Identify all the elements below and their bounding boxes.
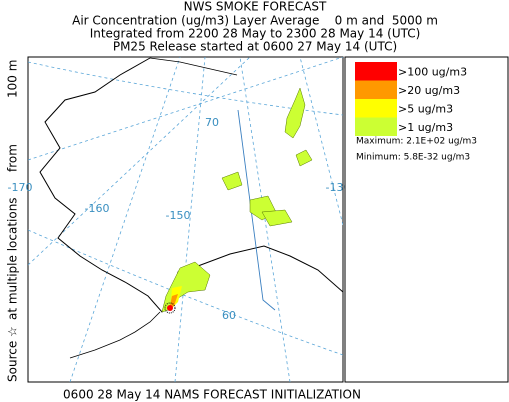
grid-line — [28, 57, 251, 266]
footer: 0600 28 May 14 NAMS FORECAST INITIALIZAT… — [63, 388, 361, 402]
legend-label: >20 ug/m3 — [398, 84, 460, 97]
side-label-part: 100 m — [6, 60, 20, 98]
coastline — [69, 311, 161, 359]
legend-swatch — [355, 62, 397, 81]
smoke-plume — [284, 87, 306, 139]
legend: >100 ug/m3 >20 ug/m3 >5 ug/m3 >1 ug/m3 — [355, 62, 467, 136]
grid-line — [299, 57, 343, 226]
grid-label: -130 — [326, 181, 351, 194]
legend-swatch — [355, 80, 397, 99]
map-content: 70 -170 -160 -150 -130 60 — [8, 57, 351, 382]
legend-minimum: Minimum: 5.8E-32 ug/m3 — [356, 153, 470, 163]
grid-line — [239, 57, 291, 382]
side-label-part: from — [6, 144, 20, 172]
grid-label: 60 — [222, 309, 236, 322]
border — [237, 109, 276, 311]
grid-label: -170 — [8, 181, 33, 194]
smoke-plume — [167, 305, 173, 311]
subtitle: Integrated from 2200 28 May to 2300 28 M… — [90, 27, 421, 41]
grid-label: -160 — [85, 202, 110, 215]
grid-line — [28, 57, 343, 161]
legend-swatch — [355, 117, 397, 136]
smoke-plume — [295, 149, 313, 167]
grid-label: -150 — [166, 209, 191, 222]
legend-label: >100 ug/m3 — [398, 65, 467, 78]
legend-swatch — [355, 99, 397, 118]
source-marker — [164, 302, 176, 314]
subtitle: PM25 Release started at 0600 27 May 14 (… — [113, 40, 397, 54]
smoke-plume — [261, 209, 293, 227]
coastline — [39, 57, 343, 313]
grid-line — [174, 57, 206, 382]
coastline — [149, 57, 238, 76]
smoke-plume — [221, 171, 243, 191]
title: NWS SMOKE FORECAST — [184, 0, 327, 14]
legend-label: >5 ug/m3 — [398, 102, 453, 115]
side-label-part: Source ☆ — [6, 326, 20, 382]
grid-line — [28, 229, 343, 356]
side-label-part: at multiple locations — [6, 197, 20, 320]
legend-label: >1 ug/m3 — [398, 121, 453, 134]
side-label: Source ☆ at multiple locations from 100 … — [6, 60, 20, 382]
subtitle: Air Concentration (ug/m3) Layer Average … — [72, 14, 438, 28]
legend-maximum: Maximum: 2.1E+02 ug/m3 — [356, 137, 477, 147]
grid-label: 70 — [205, 116, 219, 129]
